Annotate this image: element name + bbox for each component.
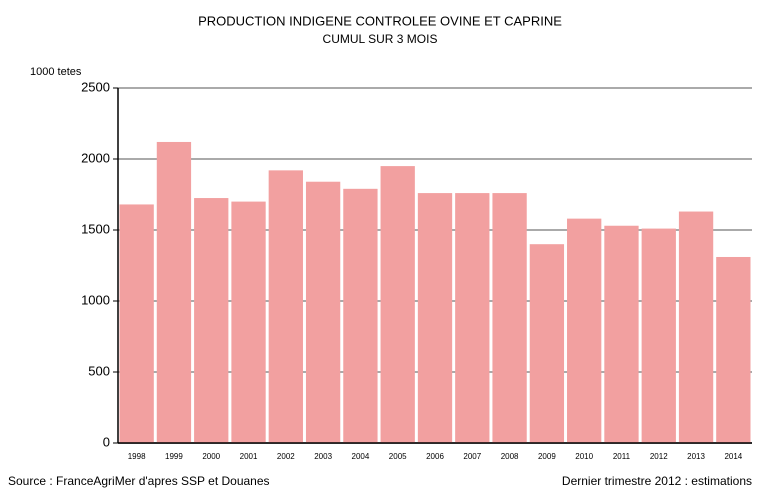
bar	[343, 188, 378, 443]
bar	[119, 204, 154, 443]
chart-title: PRODUCTION INDIGENE CONTROLEE OVINE ET C…	[198, 13, 562, 28]
source: Source : FranceAgriMer d'apres SSP et Do…	[8, 474, 270, 488]
bar	[194, 198, 229, 443]
y-tick-label: 1500	[81, 221, 110, 236]
x-tick-label: 2009	[538, 452, 556, 461]
bar	[641, 228, 676, 443]
x-tick-label: 2002	[277, 452, 295, 461]
note: Dernier trimestre 2012 : estimations	[562, 474, 752, 488]
x-tick-label: 2001	[240, 452, 258, 461]
bar	[492, 193, 527, 443]
bar	[567, 218, 602, 443]
bar	[529, 244, 565, 443]
bar	[417, 193, 453, 443]
y-tick-label: 2500	[81, 79, 110, 94]
x-tick-label: 2010	[575, 452, 593, 461]
bar	[380, 166, 415, 443]
x-tick-label: 2008	[501, 452, 519, 461]
x-tick-label: 2005	[389, 452, 407, 461]
y-tick-label: 0	[103, 434, 110, 449]
bar	[678, 211, 714, 443]
x-tick-label: 1999	[165, 452, 183, 461]
bar	[716, 256, 751, 443]
x-tick-label: 2000	[202, 452, 220, 461]
x-tick-label: 2007	[463, 452, 481, 461]
x-tick-label: 1998	[128, 452, 146, 461]
bar	[231, 201, 266, 443]
y-tick-label: 2000	[81, 150, 110, 165]
x-tick-label: 2014	[724, 452, 742, 461]
x-tick-label: 2004	[352, 452, 370, 461]
bar	[455, 193, 490, 443]
bar	[268, 170, 303, 444]
bar	[305, 181, 341, 443]
bar	[604, 225, 639, 443]
x-tick-label: 2011	[613, 452, 631, 461]
y-tick-label: 1000	[81, 292, 110, 307]
bar	[156, 141, 192, 443]
x-tick-label: 2013	[687, 452, 705, 461]
y-axis-label: 1000 tetes	[30, 66, 82, 78]
y-tick-label: 500	[88, 363, 110, 378]
x-tick-label: 2012	[650, 452, 668, 461]
x-tick-label: 2003	[314, 452, 332, 461]
chart-subtitle: CUMUL SUR 3 MOIS	[323, 32, 438, 46]
x-tick-label: 2006	[426, 452, 444, 461]
